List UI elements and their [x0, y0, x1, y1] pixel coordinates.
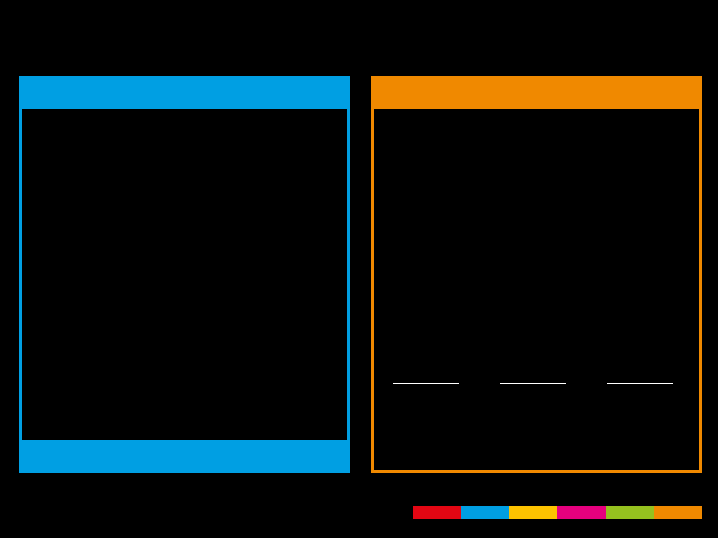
color-strip-segment-6	[654, 506, 702, 519]
input-underline-2	[500, 383, 566, 384]
color-strip-segment-2	[461, 506, 509, 519]
input-underline-1	[393, 383, 459, 384]
color-strip-segment-3	[509, 506, 557, 519]
color-strip	[413, 506, 702, 519]
color-strip-segment-1	[413, 506, 461, 519]
right-panel	[371, 76, 702, 473]
input-underline-3	[607, 383, 673, 384]
canvas	[0, 0, 718, 538]
left-panel	[19, 76, 350, 473]
color-strip-segment-4	[557, 506, 605, 519]
color-strip-segment-5	[606, 506, 654, 519]
